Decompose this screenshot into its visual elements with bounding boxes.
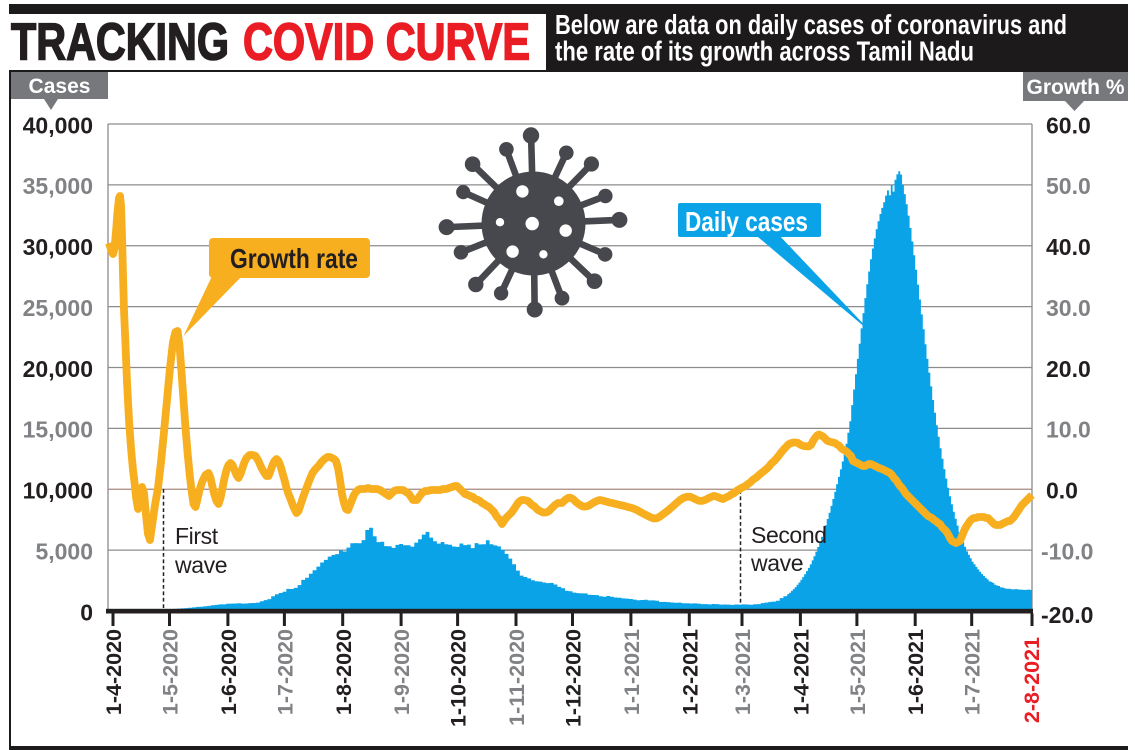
svg-text:the rate of its growth across: the rate of its growth across Tamil Nadu <box>555 36 974 67</box>
svg-text:40.0: 40.0 <box>1046 234 1091 260</box>
svg-text:1-7-2020: 1-7-2020 <box>273 629 297 715</box>
svg-text:0.0: 0.0 <box>1046 478 1078 504</box>
svg-text:15,000: 15,000 <box>23 417 93 443</box>
svg-text:wave: wave <box>750 550 803 576</box>
svg-text:1-11-2020: 1-11-2020 <box>505 629 529 726</box>
svg-text:1-1-2021: 1-1-2021 <box>620 629 644 715</box>
svg-text:Growth %: Growth % <box>1027 76 1125 99</box>
svg-text:1-4-2020: 1-4-2020 <box>102 629 126 715</box>
svg-text:Second: Second <box>751 522 827 548</box>
svg-text:60.0: 60.0 <box>1046 112 1091 138</box>
svg-text:1-3-2021: 1-3-2021 <box>731 629 755 715</box>
svg-text:50.0: 50.0 <box>1046 173 1091 199</box>
svg-text:-10.0: -10.0 <box>1041 538 1093 564</box>
svg-text:TRACKING: TRACKING <box>11 14 229 72</box>
svg-text:1-4-2021: 1-4-2021 <box>789 629 813 715</box>
svg-text:30,000: 30,000 <box>23 234 93 260</box>
svg-text:wave: wave <box>174 552 227 578</box>
svg-text:1-2-2021: 1-2-2021 <box>678 629 702 715</box>
svg-text:10,000: 10,000 <box>23 478 93 504</box>
svg-text:30.0: 30.0 <box>1046 295 1091 321</box>
svg-text:Daily cases: Daily cases <box>685 206 808 237</box>
svg-text:1-5-2021: 1-5-2021 <box>846 629 870 715</box>
svg-text:20,000: 20,000 <box>23 356 93 382</box>
svg-text:0: 0 <box>80 599 93 625</box>
svg-text:1-5-2020: 1-5-2020 <box>159 629 183 715</box>
svg-text:40,000: 40,000 <box>23 112 93 138</box>
svg-text:1-12-2020: 1-12-2020 <box>562 629 586 727</box>
svg-text:-20.0: -20.0 <box>1041 602 1093 628</box>
svg-text:1-10-2020: 1-10-2020 <box>447 629 471 727</box>
svg-text:2-8-2021: 2-8-2021 <box>1020 637 1044 723</box>
svg-text:1-9-2020: 1-9-2020 <box>390 629 414 715</box>
svg-text:35,000: 35,000 <box>23 173 93 199</box>
svg-text:Growth rate: Growth rate <box>230 243 358 274</box>
svg-text:1-6-2021: 1-6-2021 <box>904 629 928 715</box>
svg-text:First: First <box>175 523 219 549</box>
svg-text:10.0: 10.0 <box>1046 417 1091 443</box>
svg-text:1-6-2020: 1-6-2020 <box>217 629 241 715</box>
svg-text:5,000: 5,000 <box>35 538 93 564</box>
svg-text:Below are data on daily cases: Below are data on daily cases of coronav… <box>555 9 1067 40</box>
svg-text:1-8-2020: 1-8-2020 <box>332 629 356 715</box>
svg-text:Cases: Cases <box>29 75 91 98</box>
svg-text:20.0: 20.0 <box>1046 356 1091 382</box>
svg-text:25,000: 25,000 <box>23 295 93 321</box>
svg-text:COVID CURVE: COVID CURVE <box>243 14 530 72</box>
svg-text:1-7-2021: 1-7-2021 <box>961 629 985 715</box>
